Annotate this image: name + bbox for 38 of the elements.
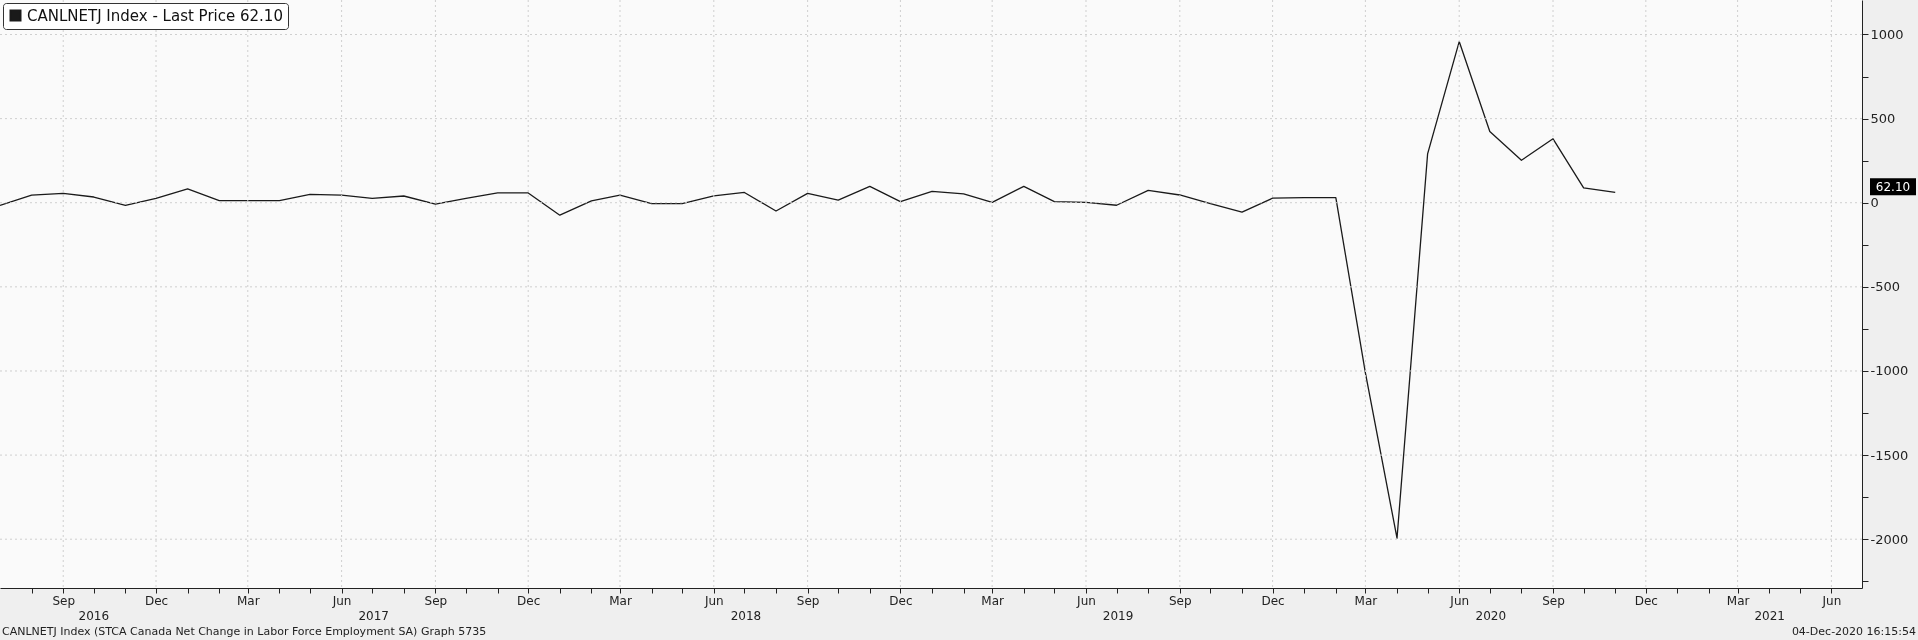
x-tick-label: Jun: [1449, 593, 1470, 608]
x-tick-label: Dec: [144, 593, 169, 608]
x-tick-label: Jun: [1076, 593, 1096, 608]
y-tick-label: 0: [1870, 195, 1879, 211]
x-tick-label: Mar: [981, 593, 1005, 608]
text: CANLNETJ Index (STCA Canada Net Change in Labor Force Employment SA) Graph 5735: [2, 625, 487, 638]
x-tick-label: Sep: [796, 593, 820, 608]
x-tick-label: Dec: [1634, 593, 1658, 608]
x-tick-label: Dec: [889, 593, 913, 608]
y-tick-label: 500: [1870, 111, 1896, 127]
y-tick-label: 1000: [1870, 26, 1904, 42]
y-tick-label: -1500: [1870, 447, 1909, 463]
x-tick-label: Mar: [236, 593, 260, 608]
x-tick-label: Sep: [1542, 593, 1565, 608]
x-tick-label: Dec: [1261, 593, 1285, 608]
x-tick-label: Mar: [1354, 593, 1378, 608]
y-tick-label: -1000: [1870, 363, 1909, 379]
x-tick-label: Sep: [1169, 593, 1192, 608]
line-series: [0, 40, 1616, 539]
text: 2021: [1754, 609, 1785, 623]
x-tick-label: Jun: [331, 593, 352, 608]
y-tick-label: -500: [1870, 279, 1901, 295]
x-tick-label: Sep: [424, 593, 448, 608]
text: 2020: [1475, 609, 1507, 623]
x-tick-label: Mar: [1726, 593, 1750, 608]
x-tick-label: Mar: [609, 593, 632, 608]
legend-label: CANLNETJ Index - Last Price 62.10: [27, 6, 283, 25]
x-tick-label: Dec: [517, 593, 541, 608]
x-tick-label: Jun: [703, 593, 724, 608]
text: 2017: [358, 609, 389, 623]
x-tick-label: Sep: [52, 593, 76, 608]
text: 62.10: [1875, 180, 1911, 195]
text: 2016: [78, 609, 110, 623]
y-tick-label: -2000: [1870, 531, 1909, 547]
text: 04-Dec-2020 16:15:54: [1791, 625, 1916, 638]
text: 2018: [730, 609, 762, 623]
x-tick-label: Jun: [1821, 593, 1842, 608]
text: 2019: [1102, 609, 1134, 623]
